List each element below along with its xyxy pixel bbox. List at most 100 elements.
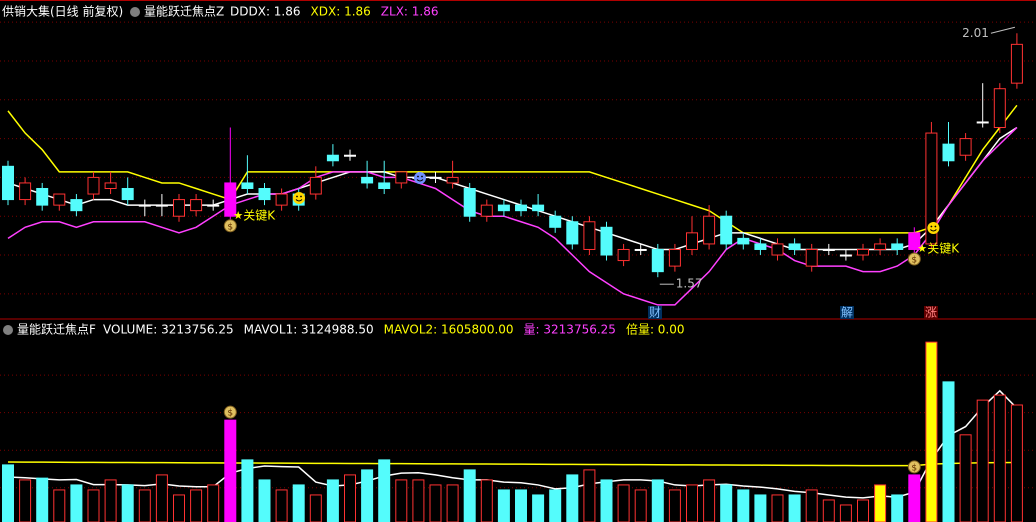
volume-bar: [138, 489, 151, 522]
candle-body: [839, 254, 852, 257]
volume-bar: [121, 484, 134, 522]
volume-bar: [258, 479, 271, 522]
candle-body: [976, 121, 989, 124]
candle-body: [754, 243, 767, 250]
candle-body: [275, 193, 288, 206]
candle-body: [617, 248, 630, 262]
emoji-icon: [927, 222, 940, 234]
volume-bar: [53, 489, 66, 522]
volume-bar: [566, 474, 579, 522]
volume-bar: [737, 489, 750, 522]
candle-body: [668, 248, 681, 267]
volume-bar: [1010, 404, 1023, 522]
candle-body: [173, 199, 185, 217]
volume-bar: [993, 394, 1006, 522]
event-label: 解: [841, 306, 853, 320]
volume-bar: [361, 469, 374, 522]
menu-icon[interactable]: [3, 325, 13, 335]
volume-bar: [326, 479, 339, 522]
indicator-title: 量能跃迁焦点Z: [144, 5, 224, 19]
candle-body: [891, 243, 904, 250]
min-label: 1.57: [676, 277, 703, 291]
volume-bar: [925, 341, 938, 522]
money-bag-sign: $: [227, 409, 233, 419]
key-k-label: 关键K: [927, 242, 960, 256]
key-k-label: 关键K: [243, 208, 276, 222]
candle-body: [395, 171, 408, 184]
volume-bar: [874, 484, 887, 522]
candle-body: [703, 215, 716, 245]
candle-body: [771, 243, 784, 256]
candle-body: [70, 199, 83, 212]
money-bag-sign: $: [911, 256, 917, 266]
indicator-line: [7, 461, 1017, 467]
volume-bar: [959, 434, 972, 522]
candle-body: [720, 215, 733, 245]
volume-bar: [19, 479, 32, 522]
emoji-eye: [421, 175, 423, 178]
candle-body: [19, 182, 32, 201]
volume-bar: [600, 479, 613, 522]
candle-body: [532, 204, 545, 212]
volume-bar: [686, 484, 698, 522]
volume-bar: [515, 489, 527, 522]
volume-bar: [480, 479, 493, 522]
candle-body: [258, 187, 271, 201]
volume-bar: [857, 499, 869, 522]
event-label: 财: [649, 306, 661, 320]
emoji-eye: [296, 195, 298, 198]
candle-body: [361, 176, 374, 184]
candle-body: [737, 237, 750, 245]
indicator-value: XDX: 1.86: [311, 5, 371, 19]
candle-body: [549, 215, 562, 228]
menu-icon[interactable]: [130, 7, 140, 17]
max-label: 2.01: [962, 26, 989, 40]
volume-bar: [891, 494, 904, 522]
candle-body: [788, 243, 801, 250]
indicator-line: [7, 104, 1018, 234]
volume-bar: [224, 419, 237, 522]
emoji-mouth: [295, 199, 303, 202]
candle-body: [805, 248, 818, 267]
candle-body: [121, 187, 134, 201]
star-icon: ★: [233, 209, 243, 222]
indicator-value: 倍量: 0.00: [626, 322, 685, 337]
volume-bar: [668, 489, 681, 522]
candle-body: [634, 248, 647, 251]
volume-bar: [771, 494, 784, 522]
volume-bar: [651, 479, 664, 522]
candle-body: [87, 176, 100, 195]
volume-bar: [378, 459, 391, 522]
volume-bar: [344, 474, 356, 522]
indicator-value: 量: 3213756.25: [524, 323, 616, 337]
volume-bar: [429, 484, 442, 522]
volume-bar: [446, 484, 459, 522]
volume-bar: [805, 489, 818, 522]
volume-bar: [207, 484, 220, 522]
candle-body: [566, 221, 579, 245]
money-bag-icon: [223, 219, 237, 233]
event-tag: [840, 306, 854, 319]
volume-bar: [155, 474, 168, 522]
emoji-mouth: [930, 229, 937, 232]
emoji-icon: [414, 172, 426, 184]
indicator-value: ZLX: 1.86: [381, 5, 439, 19]
money-bag-sign: $: [227, 222, 233, 232]
indicator-value: VOLUME: 3213756.25: [103, 323, 234, 337]
candle-body: [1010, 43, 1023, 84]
emoji-eye: [300, 195, 302, 198]
volume-bar: [292, 484, 305, 522]
volume-bar: [549, 489, 562, 522]
volume-bar: [36, 477, 49, 522]
volume-bar: [497, 489, 510, 522]
emoji-eye: [417, 175, 419, 178]
candle-body: [942, 143, 955, 162]
volume-bar: [942, 381, 955, 522]
indicator-value: DDDX: 1.86: [230, 5, 301, 19]
volume-bar: [703, 479, 716, 522]
money-bag-icon: [907, 252, 921, 266]
candle-body: [190, 199, 203, 212]
emoji-icon: [293, 192, 305, 204]
